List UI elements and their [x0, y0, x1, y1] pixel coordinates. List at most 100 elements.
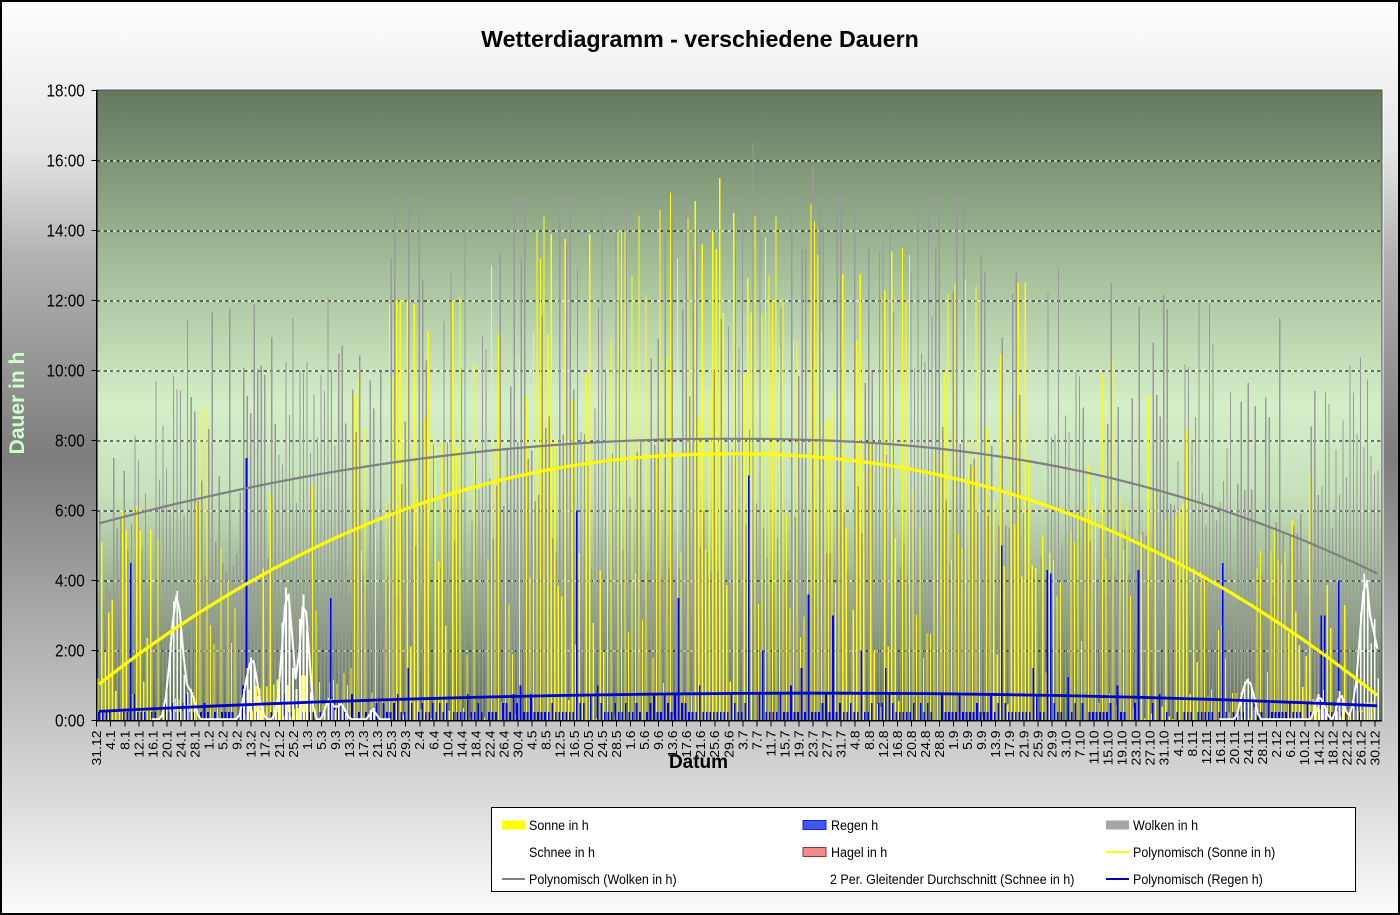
svg-text:6:00: 6:00 — [55, 500, 85, 520]
svg-text:15.7: 15.7 — [778, 730, 792, 757]
svg-text:29.3: 29.3 — [399, 730, 413, 757]
svg-text:2 Per. Gleitender Durchschnitt: 2 Per. Gleitender Durchschnitt (Schnee i… — [830, 872, 1074, 888]
svg-text:Dauer in h: Dauer in h — [6, 352, 29, 455]
svg-text:23.7: 23.7 — [806, 730, 820, 757]
svg-text:5.2: 5.2 — [216, 730, 230, 750]
svg-text:21.3: 21.3 — [371, 730, 385, 757]
svg-text:28.8: 28.8 — [932, 730, 946, 757]
svg-text:4:00: 4:00 — [55, 570, 85, 590]
svg-text:Regen h: Regen h — [831, 818, 878, 834]
svg-text:12.8: 12.8 — [876, 730, 890, 757]
svg-text:10.4: 10.4 — [441, 730, 455, 758]
svg-text:Polynomisch (Regen h): Polynomisch (Regen h) — [1133, 872, 1263, 888]
svg-text:9.3: 9.3 — [328, 730, 342, 750]
svg-text:28.11: 28.11 — [1256, 730, 1270, 764]
svg-text:5.9: 5.9 — [961, 730, 975, 750]
svg-text:18.12: 18.12 — [1326, 730, 1340, 765]
svg-text:18.4: 18.4 — [469, 730, 483, 758]
svg-text:21.2: 21.2 — [272, 730, 286, 757]
svg-text:8.1: 8.1 — [118, 730, 132, 750]
svg-text:17.6: 17.6 — [680, 730, 694, 757]
svg-text:23.10: 23.10 — [1129, 730, 1143, 765]
svg-text:2.12: 2.12 — [1270, 730, 1284, 757]
svg-text:13.2: 13.2 — [244, 730, 258, 757]
svg-text:13.6: 13.6 — [666, 730, 680, 757]
svg-text:10.12: 10.12 — [1298, 730, 1312, 765]
svg-text:25.9: 25.9 — [1031, 730, 1045, 757]
svg-text:8.11: 8.11 — [1185, 730, 1199, 756]
svg-text:17.3: 17.3 — [357, 730, 371, 757]
svg-text:10:00: 10:00 — [47, 360, 85, 380]
svg-text:14:00: 14:00 — [47, 220, 85, 240]
svg-text:30.4: 30.4 — [511, 730, 525, 758]
svg-text:Schnee in h: Schnee in h — [529, 845, 595, 861]
svg-text:21.6: 21.6 — [694, 730, 708, 757]
svg-text:20.11: 20.11 — [1227, 730, 1241, 764]
svg-text:29.6: 29.6 — [722, 730, 736, 757]
svg-text:12.1: 12.1 — [132, 730, 146, 757]
svg-text:8.5: 8.5 — [539, 730, 553, 750]
svg-text:16.8: 16.8 — [890, 730, 904, 757]
svg-text:19.7: 19.7 — [792, 730, 806, 757]
svg-text:12.11: 12.11 — [1199, 730, 1213, 764]
svg-text:1.3: 1.3 — [300, 730, 314, 750]
svg-text:14.4: 14.4 — [455, 730, 469, 758]
svg-text:2.4: 2.4 — [413, 730, 427, 750]
svg-text:16.1: 16.1 — [146, 730, 160, 757]
svg-text:13.9: 13.9 — [989, 730, 1003, 757]
svg-text:31.10: 31.10 — [1157, 730, 1171, 765]
svg-text:24.5: 24.5 — [595, 730, 609, 757]
svg-text:6.4: 6.4 — [427, 730, 441, 750]
svg-text:19.10: 19.10 — [1115, 730, 1129, 765]
svg-text:20.5: 20.5 — [581, 730, 595, 757]
svg-text:Hagel in h: Hagel in h — [831, 845, 887, 861]
svg-text:4.5: 4.5 — [525, 730, 539, 750]
svg-text:26.4: 26.4 — [497, 730, 511, 758]
svg-text:25.6: 25.6 — [708, 730, 722, 757]
svg-text:29.9: 29.9 — [1045, 730, 1059, 757]
svg-text:20.8: 20.8 — [904, 730, 918, 757]
svg-text:13.3: 13.3 — [342, 730, 356, 757]
svg-text:22.4: 22.4 — [483, 730, 497, 758]
svg-text:3.10: 3.10 — [1059, 730, 1073, 757]
svg-text:27.7: 27.7 — [820, 730, 834, 757]
svg-text:24.1: 24.1 — [174, 730, 188, 757]
svg-text:Datum: Datum — [669, 752, 728, 773]
svg-text:25.2: 25.2 — [286, 730, 300, 757]
svg-text:20.1: 20.1 — [160, 730, 174, 757]
svg-text:Wetterdiagramm - verschiedene: Wetterdiagramm - verschiedene Dauern — [481, 26, 919, 52]
svg-text:9.6: 9.6 — [651, 730, 665, 750]
svg-text:15.10: 15.10 — [1101, 730, 1115, 765]
svg-text:26.12: 26.12 — [1354, 730, 1368, 765]
svg-text:4.8: 4.8 — [848, 730, 862, 750]
svg-text:Polynomisch (Wolken in h): Polynomisch (Wolken in h) — [529, 872, 677, 888]
svg-text:31.7: 31.7 — [834, 730, 848, 757]
svg-text:9.2: 9.2 — [230, 730, 244, 750]
svg-text:30.12: 30.12 — [1368, 730, 1382, 765]
svg-text:21.9: 21.9 — [1017, 730, 1031, 757]
svg-text:12:00: 12:00 — [47, 290, 85, 310]
svg-text:9.9: 9.9 — [975, 730, 989, 750]
svg-text:18:00: 18:00 — [47, 80, 85, 100]
svg-text:12.5: 12.5 — [553, 730, 567, 757]
svg-text:16.11: 16.11 — [1213, 730, 1227, 764]
svg-text:1.9: 1.9 — [946, 730, 960, 750]
svg-text:22.12: 22.12 — [1340, 730, 1354, 765]
svg-text:8:00: 8:00 — [55, 430, 85, 450]
svg-text:11.7: 11.7 — [764, 730, 778, 756]
svg-text:1.6: 1.6 — [623, 730, 637, 750]
svg-text:2:00: 2:00 — [55, 640, 85, 660]
svg-text:11.10: 11.10 — [1087, 730, 1101, 764]
svg-text:7.10: 7.10 — [1073, 730, 1087, 757]
svg-text:17.2: 17.2 — [258, 730, 272, 757]
svg-text:Polynomisch (Sonne in h): Polynomisch (Sonne in h) — [1133, 845, 1275, 861]
svg-text:24.11: 24.11 — [1241, 730, 1255, 764]
svg-text:28.1: 28.1 — [188, 730, 202, 757]
svg-text:Sonne in h: Sonne in h — [529, 818, 589, 834]
svg-text:28.5: 28.5 — [609, 730, 623, 757]
svg-text:16:00: 16:00 — [47, 150, 85, 170]
svg-text:5.3: 5.3 — [314, 730, 328, 750]
svg-text:14.12: 14.12 — [1312, 730, 1326, 765]
svg-text:3.7: 3.7 — [736, 730, 750, 750]
svg-text:16.5: 16.5 — [567, 730, 581, 757]
